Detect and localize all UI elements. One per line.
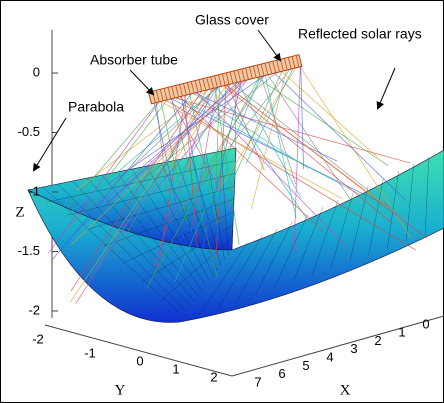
x-tick-label: 4: [326, 350, 333, 365]
label-glass-cover: Glass cover: [195, 12, 269, 28]
z-tick-label: -2: [28, 302, 40, 317]
annotations: Glass cover Absorber tube Reflected sola…: [34, 12, 422, 170]
y-tick-label: 2: [210, 369, 217, 384]
x-tick-label: 3: [350, 341, 357, 356]
ray: [164, 95, 411, 163]
x-tick-label: 0: [422, 316, 429, 331]
x-tick-label: 6: [278, 366, 285, 381]
x-tick-label: 1: [398, 325, 405, 340]
x-tick-label: 5: [302, 358, 309, 373]
y-tick-label: -1: [84, 345, 96, 360]
x-axis-label: X: [340, 382, 351, 398]
ray: [277, 67, 378, 157]
label-reflected-rays: Reflected solar rays: [298, 26, 422, 42]
y-tick-label: 1: [172, 361, 179, 376]
y-tick-label: -2: [32, 331, 44, 346]
ray: [219, 82, 393, 224]
parabola-surface: [28, 150, 444, 322]
z-tick-label: -1: [28, 183, 40, 198]
y-axis-label: Y: [115, 382, 126, 398]
label-absorber-tube: Absorber tube: [90, 52, 178, 68]
z-axis-label: Z: [15, 204, 24, 220]
ray: [301, 61, 304, 169]
z-tick-label: -0.5: [18, 124, 40, 139]
y-tick-label: 0: [136, 353, 143, 368]
label-parabola: Parabola: [68, 99, 124, 115]
ray: [228, 65, 284, 190]
x-tick-label: 7: [254, 374, 261, 389]
z-tick-label: -1.5: [18, 243, 40, 258]
x-tick-label: 2: [374, 333, 381, 348]
z-tick-label: 0: [33, 64, 40, 79]
figure: Glass cover Absorber tube Reflected sola…: [0, 0, 444, 403]
